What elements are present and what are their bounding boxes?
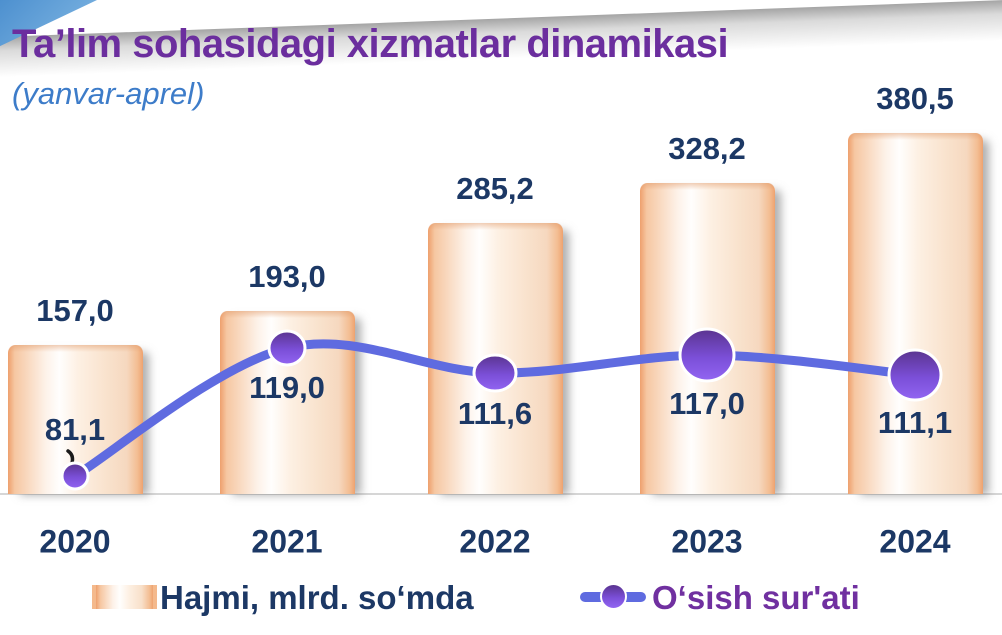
- x-axis-label-2024: 2024: [879, 523, 951, 560]
- bar-value-label-2022: 285,2: [456, 171, 534, 206]
- line-series-dot-icon: [600, 583, 627, 610]
- bar-series-legend-label: Hajmi, mlrd. so‘mda: [160, 579, 474, 616]
- bar-value-label-2023: 328,2: [668, 131, 746, 166]
- x-axis-label-2021: 2021: [251, 523, 323, 560]
- x-axis-label-2023: 2023: [671, 523, 743, 560]
- x-axis-line: [0, 493, 1002, 495]
- growth-value-label-2023: 117,0: [669, 386, 745, 421]
- chart-subtitle: (yanvar-aprel): [12, 76, 205, 111]
- growth-value-label-2021: 119,0: [249, 370, 325, 405]
- line-series-legend-label: O‘sish sur'ati: [652, 579, 860, 616]
- bar-series-swatch-icon: [92, 585, 157, 609]
- bar-value-label-2020: 157,0: [36, 293, 114, 328]
- growth-value-label-2022: 111,6: [457, 396, 533, 431]
- growth-value-label-2024: 111,1: [877, 405, 953, 440]
- bar-2022: [427, 223, 563, 494]
- x-axis-label-2020: 2020: [39, 523, 111, 560]
- bar-2023: [639, 183, 775, 494]
- x-axis-label-2022: 2022: [459, 523, 531, 560]
- chart-legend: Hajmi, mlrd. so‘mda O‘sish sur'ati: [0, 575, 1002, 620]
- chart-title: Ta’lim sohasidagi xizmatlar dinamikasi: [12, 22, 729, 66]
- growth-value-label-2020: 81,1: [44, 412, 106, 447]
- bar-value-label-2021: 193,0: [248, 259, 326, 294]
- bar-value-label-2024: 380,5: [876, 81, 954, 116]
